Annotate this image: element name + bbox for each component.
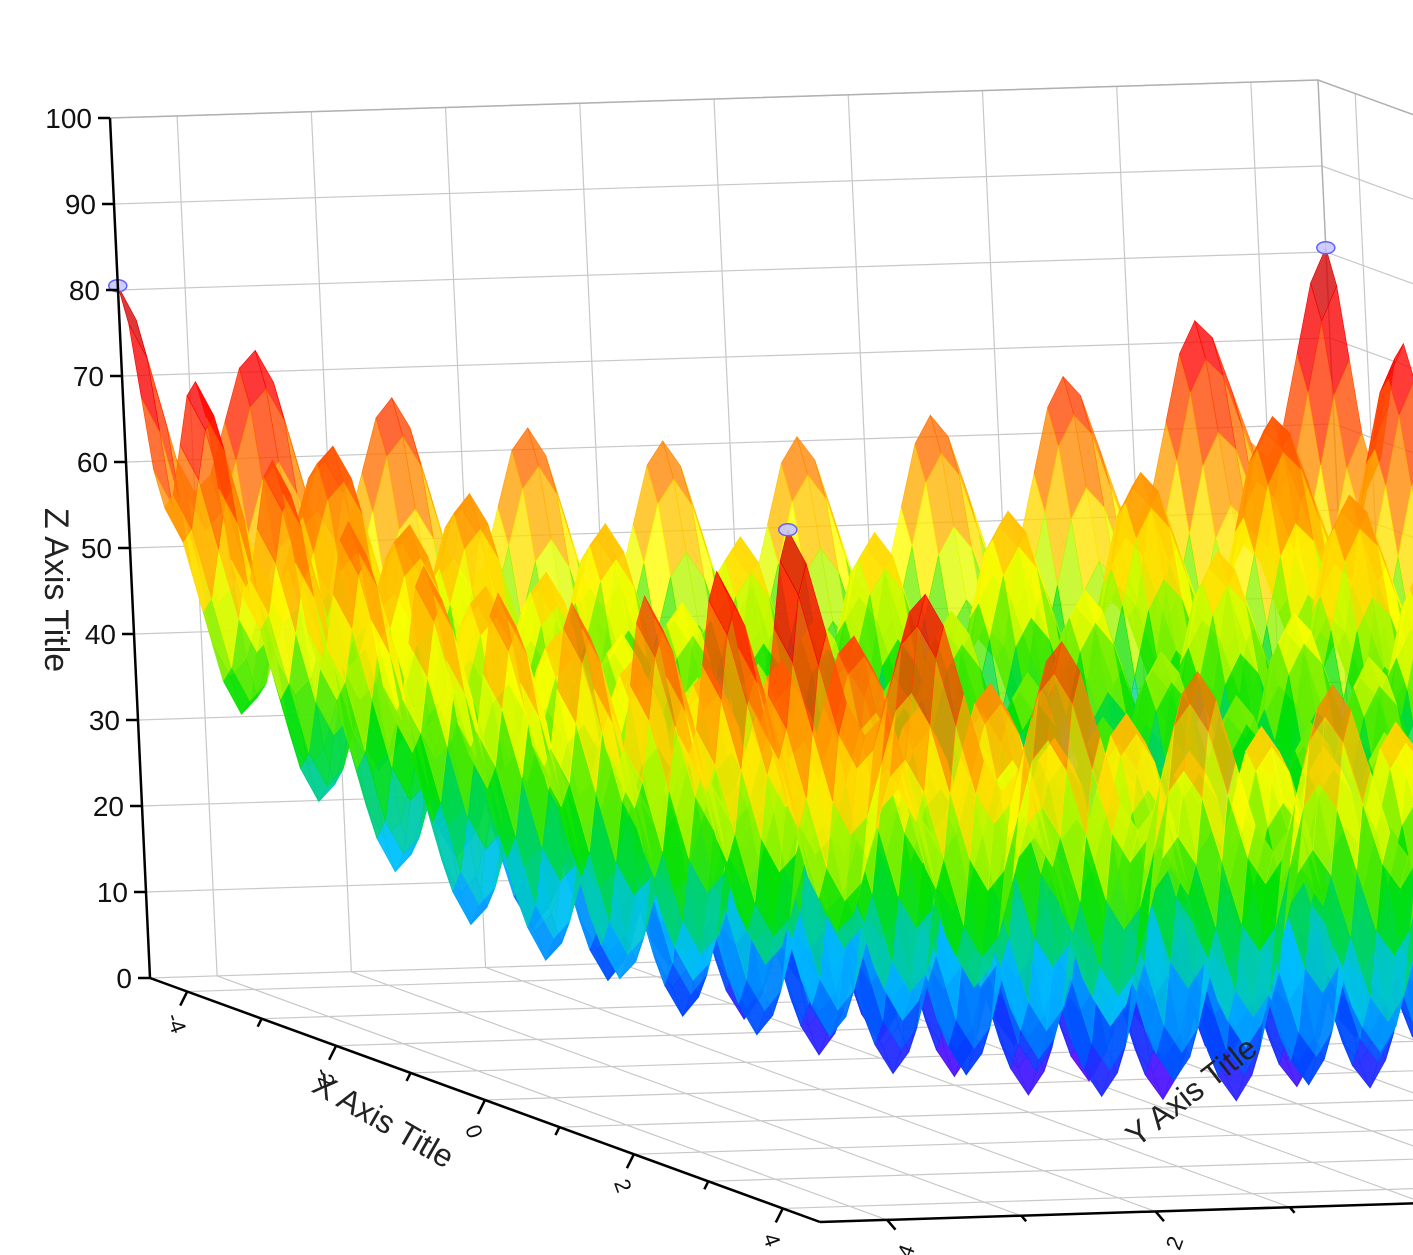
surface-patch <box>1406 658 1413 725</box>
x-gridline <box>336 1011 1413 1047</box>
x-gridline <box>559 1099 1413 1128</box>
x-gridline <box>261 981 1413 1020</box>
y-gridline <box>310 111 1022 1217</box>
x-gridline <box>484 1070 1413 1101</box>
surface-patch <box>1404 961 1413 1016</box>
surface-plot <box>108 240 1413 1102</box>
x-gridline <box>708 1158 1413 1182</box>
x-gridline <box>633 1129 1413 1155</box>
x-gridline <box>410 1040 1413 1074</box>
y-gridline <box>444 107 1156 1213</box>
wall-border <box>109 79 1413 119</box>
x-gridline <box>782 1188 1413 1210</box>
surface-patch <box>1409 582 1413 600</box>
